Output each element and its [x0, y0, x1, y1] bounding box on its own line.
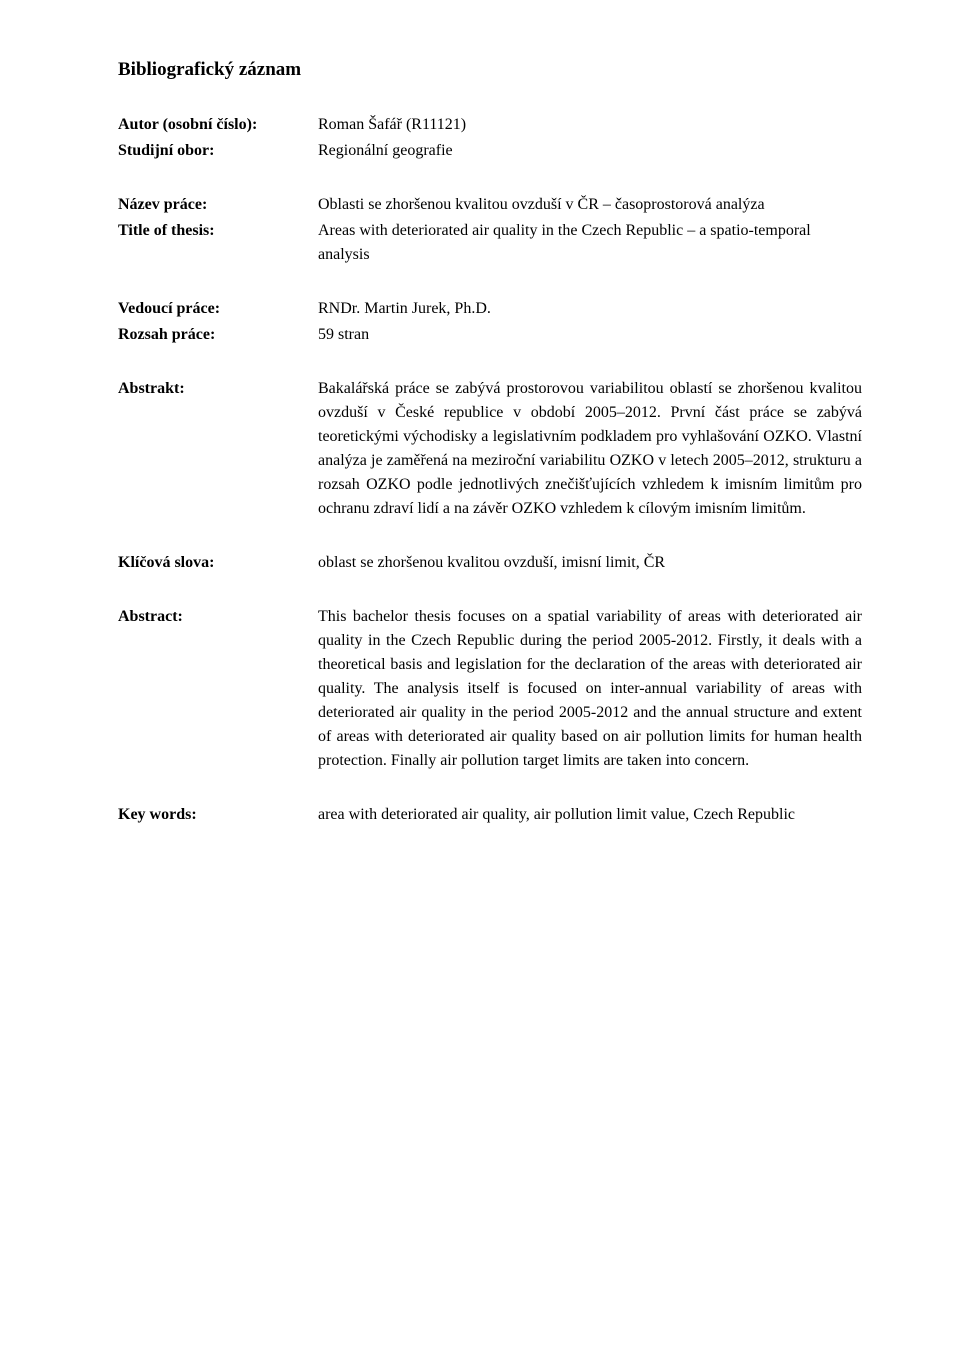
abstract-en-block: Abstract: This bachelor thesis focuses o… [118, 605, 862, 773]
keywords-en-value: area with deteriorated air quality, air … [318, 803, 862, 827]
extent-row: Rozsah práce: 59 stran [118, 323, 862, 347]
title-cz-row: Název práce: Oblasti se zhoršenou kvalit… [118, 193, 862, 217]
title-en-label: Title of thesis: [118, 219, 318, 243]
supervisor-extent-block: Vedoucí práce: RNDr. Martin Jurek, Ph.D.… [118, 297, 862, 347]
title-cz-label: Název práce: [118, 193, 318, 217]
study-field-label: Studijní obor: [118, 139, 318, 163]
author-value: Roman Šafář (R11121) [318, 113, 862, 137]
author-study-block: Autor (osobní číslo): Roman Šafář (R1112… [118, 113, 862, 163]
abstrakt-row: Abstrakt: Bakalářská práce se zabývá pro… [118, 377, 862, 521]
abstract-en-value: This bachelor thesis focuses on a spatia… [318, 605, 862, 773]
abstract-en-label: Abstract: [118, 605, 318, 629]
extent-label: Rozsah práce: [118, 323, 318, 347]
keywords-en-block: Key words: area with deteriorated air qu… [118, 803, 862, 827]
abstrakt-block: Abstrakt: Bakalářská práce se zabývá pro… [118, 377, 862, 521]
abstrakt-value: Bakalářská práce se zabývá prostorovou v… [318, 377, 862, 521]
study-field-value: Regionální geografie [318, 139, 862, 163]
keywords-cz-value: oblast se zhoršenou kvalitou ovzduší, im… [318, 551, 862, 575]
author-row: Autor (osobní číslo): Roman Šafář (R1112… [118, 113, 862, 137]
title-en-row: Title of thesis: Areas with deteriorated… [118, 219, 862, 267]
keywords-cz-row: Klíčová slova: oblast se zhoršenou kvali… [118, 551, 862, 575]
page-heading: Bibliografický záznam [118, 56, 862, 85]
keywords-en-row: Key words: area with deteriorated air qu… [118, 803, 862, 827]
supervisor-row: Vedoucí práce: RNDr. Martin Jurek, Ph.D. [118, 297, 862, 321]
supervisor-label: Vedoucí práce: [118, 297, 318, 321]
keywords-cz-label: Klíčová slova: [118, 551, 318, 575]
keywords-en-label: Key words: [118, 803, 318, 827]
abstract-en-row: Abstract: This bachelor thesis focuses o… [118, 605, 862, 773]
author-label: Autor (osobní číslo): [118, 113, 318, 137]
supervisor-value: RNDr. Martin Jurek, Ph.D. [318, 297, 862, 321]
titles-block: Název práce: Oblasti se zhoršenou kvalit… [118, 193, 862, 267]
title-cz-value: Oblasti se zhoršenou kvalitou ovzduší v … [318, 193, 862, 217]
keywords-cz-block: Klíčová slova: oblast se zhoršenou kvali… [118, 551, 862, 575]
title-en-value: Areas with deteriorated air quality in t… [318, 219, 862, 267]
study-field-row: Studijní obor: Regionální geografie [118, 139, 862, 163]
abstrakt-label: Abstrakt: [118, 377, 318, 401]
extent-value: 59 stran [318, 323, 862, 347]
